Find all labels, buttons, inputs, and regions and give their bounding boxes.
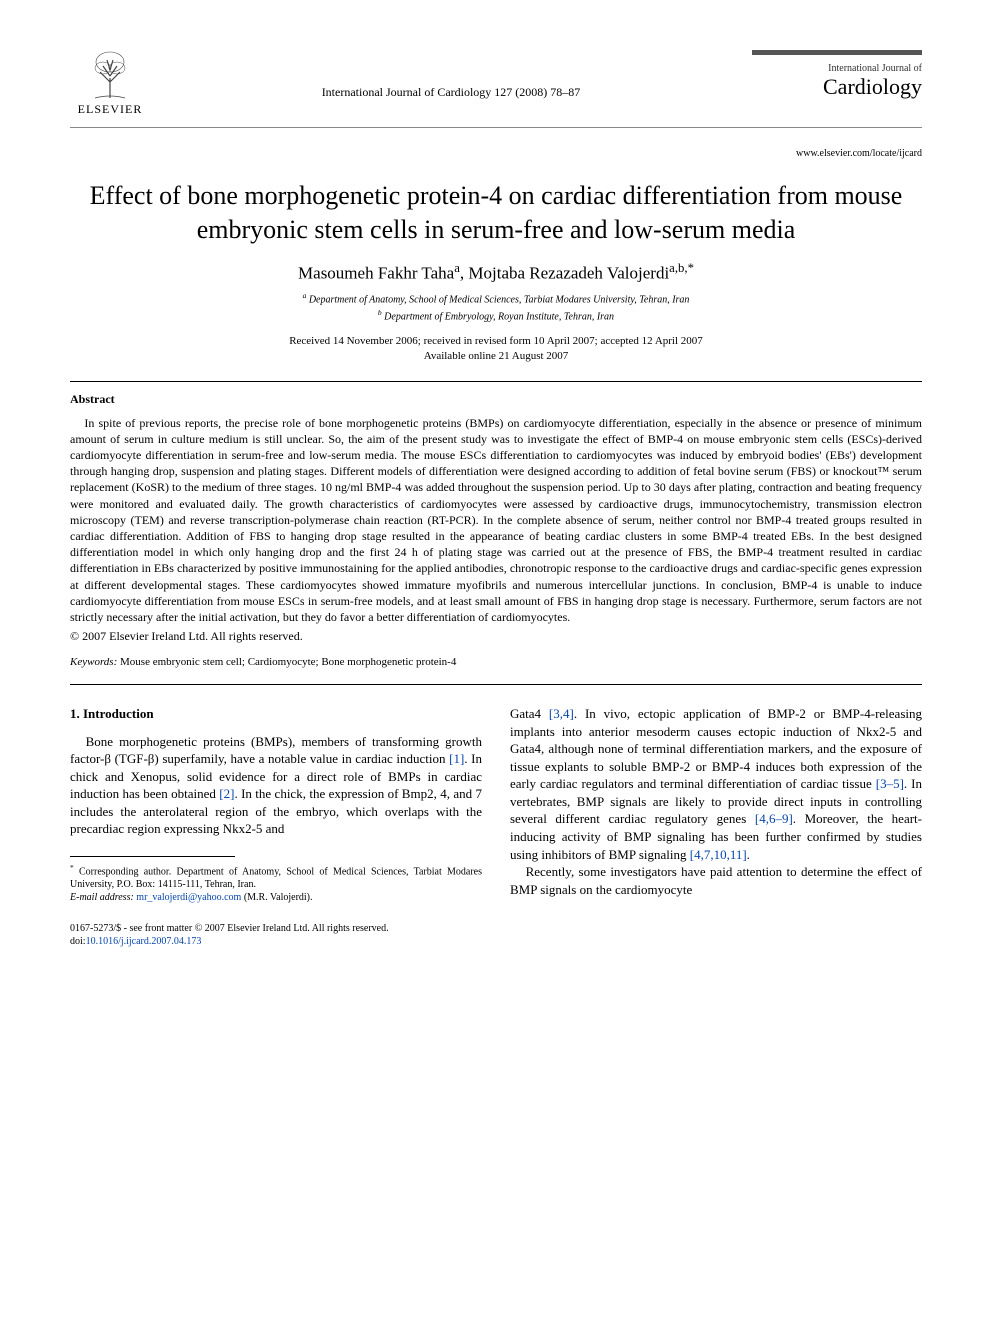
article-title: Effect of bone morphogenetic protein-4 o… [70,179,922,247]
corresponding-text: * Corresponding author. Department of An… [70,863,482,891]
doi-link[interactable]: 10.1016/j.ijcard.2007.04.173 [86,936,202,947]
author-2: Mojtaba Rezazadeh Valojerdi [468,263,669,282]
keywords-label: Keywords: [70,656,117,668]
journal-url[interactable]: www.elsevier.com/locate/ijcard [70,148,922,159]
page-container: ELSEVIER International Journal of Cardio… [0,0,992,988]
column-left: 1. Introduction Bone morphogenetic prote… [70,705,482,904]
affiliation-a: a Department of Anatomy, School of Medic… [70,291,922,307]
doi-line: doi:10.1016/j.ijcard.2007.04.173 [70,935,922,948]
author-1: Masoumeh Fakhr Taha [298,263,454,282]
body-columns: 1. Introduction Bone morphogenetic prote… [70,705,922,904]
footnote-separator [70,856,235,857]
journal-box: International Journal of Cardiology [752,50,922,100]
header-rule [70,127,922,128]
intro-paragraph-2: Recently, some investigators have paid a… [510,863,922,898]
ref-link-471011[interactable]: [4,7,10,11] [690,847,747,862]
affiliation-b-text: Department of Embryology, Royan Institut… [384,311,614,322]
ref-link-1[interactable]: [1] [449,751,464,766]
journal-bar [752,50,922,55]
corresponding-body: Corresponding author. Department of Anat… [70,866,482,890]
affiliation-a-text: Department of Anatomy, School of Medical… [309,295,690,306]
journal-subtitle: International Journal of [752,63,922,74]
elsevier-tree-icon [85,50,135,100]
email-link[interactable]: mr_valojerdi@yahoo.com [136,892,241,903]
author-2-aff: a,b,* [669,261,694,275]
email-suffix: (M.R. Valojerdi). [241,892,312,903]
keywords: Keywords: Mouse embryonic stem cell; Car… [70,656,922,668]
publisher-logo: ELSEVIER [70,50,150,117]
abstract-copyright: © 2007 Elsevier Ireland Ltd. All rights … [70,629,922,644]
email-label: E-mail address: [70,892,134,903]
introduction-heading: 1. Introduction [70,705,482,723]
author-1-aff: a [454,261,460,275]
doi-label: doi: [70,936,86,947]
publisher-name: ELSEVIER [70,102,150,117]
abstract-top-rule [70,381,922,382]
header: ELSEVIER International Journal of Cardio… [70,50,922,117]
intro-text-2e: . [747,847,750,862]
ref-link-469[interactable]: [4,6–9] [755,811,793,826]
issn-line: 0167-5273/$ - see front matter © 2007 El… [70,922,922,935]
ref-link-35[interactable]: [3–5] [876,776,904,791]
intro-text-1a: Bone morphogenetic proteins (BMPs), memb… [70,734,482,767]
abstract-body: In spite of previous reports, the precis… [70,415,922,625]
ref-link-34[interactable]: [3,4] [549,706,574,721]
column-right: Gata4 [3,4]. In vivo, ectopic applicatio… [510,705,922,904]
email-line: E-mail address: mr_valojerdi@yahoo.com (… [70,891,482,904]
ref-link-2[interactable]: [2] [219,786,234,801]
received-line: Received 14 November 2006; received in r… [70,334,922,349]
journal-title: Cardiology [752,74,922,100]
affiliation-b: b Department of Embryology, Royan Instit… [70,308,922,324]
available-line: Available online 21 August 2007 [70,349,922,364]
intro-paragraph-1-cont: Gata4 [3,4]. In vivo, ectopic applicatio… [510,705,922,863]
article-dates: Received 14 November 2006; received in r… [70,334,922,365]
citation-line: International Journal of Cardiology 127 … [150,50,752,100]
keywords-text: Mouse embryonic stem cell; Cardiomyocyte… [117,656,456,668]
affiliations: a Department of Anatomy, School of Medic… [70,291,922,324]
keywords-bottom-rule [70,684,922,685]
corresponding-footnote: * Corresponding author. Department of An… [70,863,482,904]
intro-text-2a: Gata4 [510,706,549,721]
page-footer: 0167-5273/$ - see front matter © 2007 El… [70,922,922,948]
authors: Masoumeh Fakhr Tahaa, Mojtaba Rezazadeh … [70,261,922,284]
abstract-heading: Abstract [70,392,922,407]
intro-paragraph-1: Bone morphogenetic proteins (BMPs), memb… [70,733,482,838]
